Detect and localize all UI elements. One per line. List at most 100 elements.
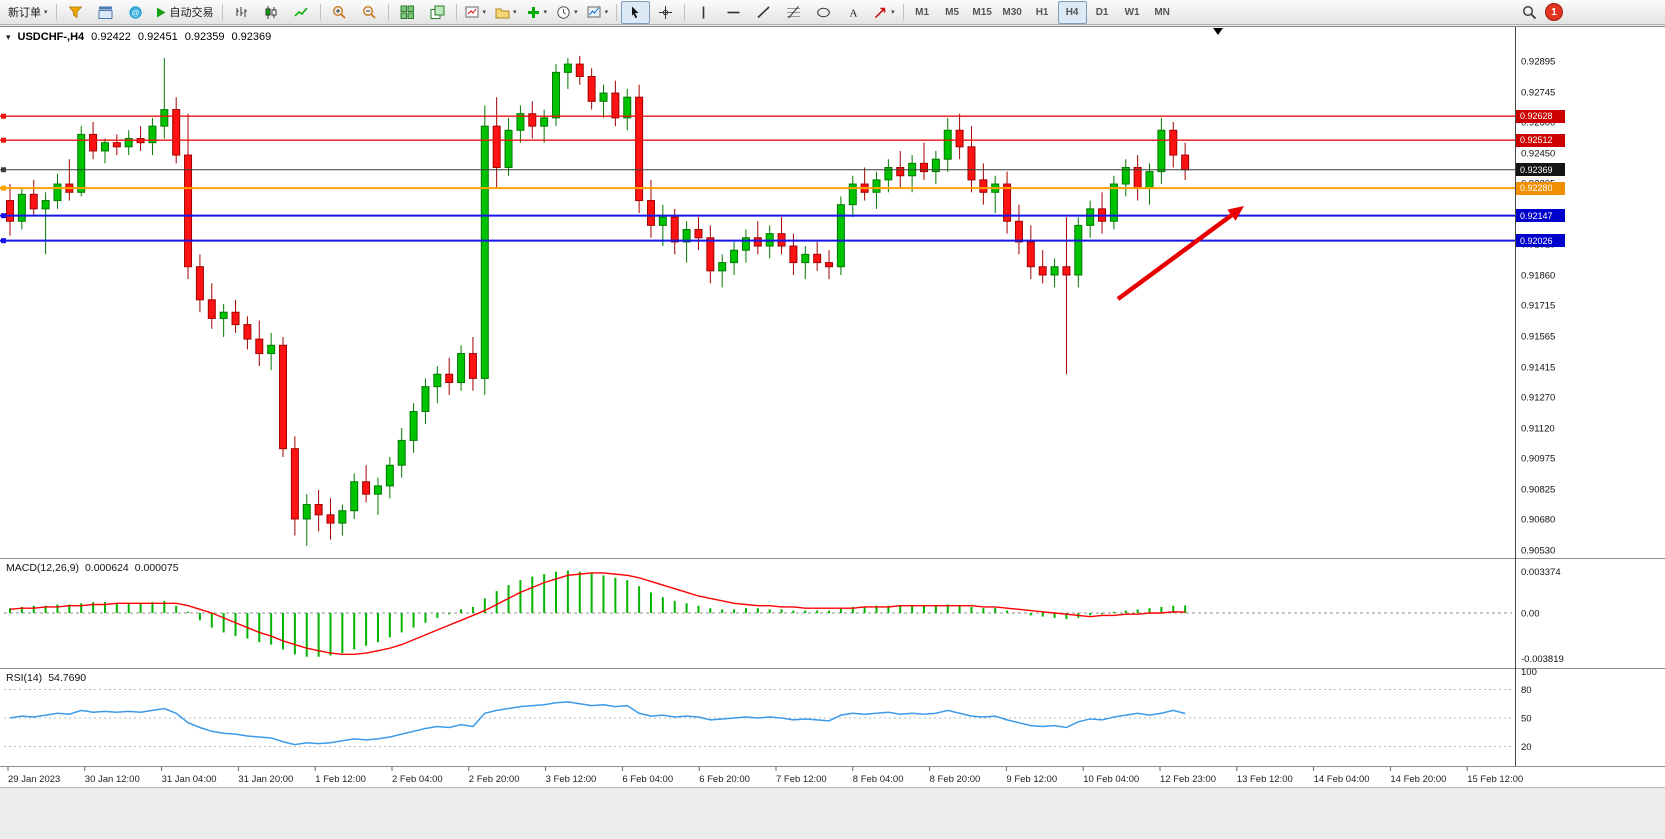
notification-badge[interactable]: 1 <box>1545 3 1563 21</box>
resistance-line-2-handle[interactable] <box>1 137 6 143</box>
search-icon[interactable] <box>1515 1 1544 24</box>
chevron-down-icon: ▾ <box>604 8 609 16</box>
chart-collapse-toggle[interactable]: ▾ <box>6 31 11 42</box>
zoom-out-icon[interactable] <box>355 1 384 24</box>
bar-chart-icon[interactable] <box>227 1 256 24</box>
candle <box>599 92 608 102</box>
time-axis-label: 3 Feb 12:00 <box>546 774 597 785</box>
chart-window[interactable]: 0.928950.927450.926000.924500.923050.921… <box>0 26 1665 788</box>
toolbar-separator <box>684 3 686 21</box>
market-watch-icon[interactable] <box>91 1 120 24</box>
line-chart-icon[interactable] <box>287 1 316 24</box>
shapes-icon[interactable] <box>809 1 838 24</box>
funnel-icon[interactable] <box>61 1 90 24</box>
price-axis-label: 0.92600 <box>1521 117 1555 128</box>
time-axis[interactable] <box>0 767 1515 788</box>
bid-price-line-handle[interactable] <box>1 167 6 173</box>
tf-M30-label: M30 <box>1002 6 1022 18</box>
chevron-down-icon: ▾ <box>482 8 487 16</box>
candle <box>753 237 762 247</box>
candle <box>77 133 86 193</box>
tf-MN[interactable]: MN <box>1148 1 1177 24</box>
candle <box>540 117 549 127</box>
main-toolbar: 新订单 ▾ @ 自动交易 ▾ ▾ ▾ ▾ ▾ A ▾ M1 M5 M15 M30 H1 H4 D1 W1 MN 1 <box>0 0 1665 25</box>
candle <box>825 262 834 268</box>
candle <box>658 216 667 226</box>
chart-shift-marker[interactable] <box>1213 28 1223 35</box>
tf-M15[interactable]: M15 <box>968 1 997 24</box>
candle <box>409 410 418 441</box>
templates-icon[interactable]: ▾ <box>583 1 613 24</box>
macd-signal-value: 0.000075 <box>134 562 179 574</box>
candle <box>646 200 655 226</box>
profiles-icon[interactable]: ▾ <box>491 1 521 24</box>
tf-M5[interactable]: M5 <box>938 1 967 24</box>
time-axis-label: 8 Feb 04:00 <box>853 774 904 785</box>
cursor-icon[interactable] <box>621 0 651 24</box>
cascade-windows-icon[interactable] <box>423 1 452 24</box>
arrows-icon[interactable]: ▾ <box>869 1 899 24</box>
candle <box>1038 266 1047 276</box>
toolbar-separator <box>902 3 904 21</box>
tf-D1[interactable]: D1 <box>1088 1 1117 24</box>
tf-M30[interactable]: M30 <box>998 1 1027 24</box>
candle <box>41 200 50 210</box>
price-axis-label: 0.92745 <box>1521 88 1555 99</box>
price-axis-label: 0.91565 <box>1521 331 1555 342</box>
candle <box>468 353 477 379</box>
chart-canvas[interactable]: 0.928950.927450.926000.924500.923050.921… <box>0 27 1665 788</box>
candle <box>279 344 288 450</box>
fibonacci-icon[interactable] <box>779 1 808 24</box>
candle <box>314 504 323 516</box>
community-icon[interactable]: @ <box>121 1 150 24</box>
macd-label: MACD(12,26,9) 0.000624 0.000075 <box>6 562 179 574</box>
support-line-1-handle[interactable] <box>1 213 6 219</box>
time-axis-label: 31 Jan 20:00 <box>238 774 293 785</box>
price-axis-label: 0.90825 <box>1521 485 1555 496</box>
crosshair-icon[interactable] <box>651 1 680 24</box>
time-axis-label: 12 Feb 23:00 <box>1160 774 1216 785</box>
candle <box>492 125 501 168</box>
trendline-icon[interactable] <box>749 1 778 24</box>
zoom-in-icon[interactable] <box>325 1 354 24</box>
text-icon[interactable]: A <box>839 1 868 24</box>
periods-icon[interactable]: ▾ <box>552 1 582 24</box>
autotrade-button[interactable]: 自动交易 <box>151 1 218 24</box>
candle <box>53 183 62 202</box>
candle <box>148 125 157 144</box>
trend-arrow[interactable] <box>1116 207 1241 301</box>
resistance-line-2-tag: 0.92512 <box>1516 133 1565 147</box>
macd-signal-line <box>9 572 1186 656</box>
chevron-down-icon: ▾ <box>44 8 48 16</box>
chevron-down-icon: ▾ <box>574 8 578 16</box>
trend-arrow-head[interactable] <box>1227 206 1244 221</box>
tile-windows-icon[interactable] <box>393 1 422 24</box>
horizontal-line-icon[interactable] <box>719 1 748 24</box>
price-axis-label: 0.92450 <box>1521 149 1555 160</box>
candlestick-icon[interactable] <box>257 1 286 24</box>
macd-name: MACD(12,26,9) <box>6 562 79 574</box>
candle <box>836 204 845 268</box>
indicators-icon[interactable]: ▾ <box>522 1 552 24</box>
candle <box>1026 241 1035 268</box>
new-order-button[interactable]: 新订单 ▾ <box>4 1 52 24</box>
time-axis-label: 30 Jan 12:00 <box>85 774 140 785</box>
candle <box>445 373 454 384</box>
resistance-line-1-handle[interactable] <box>1 113 6 119</box>
vertical-line-icon[interactable] <box>689 1 718 24</box>
tf-H1[interactable]: H1 <box>1028 1 1057 24</box>
tf-W1[interactable]: W1 <box>1118 1 1147 24</box>
time-axis-label: 31 Jan 04:00 <box>162 774 217 785</box>
pivot-line-handle[interactable] <box>1 185 6 191</box>
support-line-2-handle[interactable] <box>1 238 6 244</box>
toolbar-separator <box>616 3 618 21</box>
candle <box>552 71 561 119</box>
tf-H4[interactable]: H4 <box>1057 0 1087 24</box>
new-chart-icon[interactable]: ▾ <box>461 1 491 24</box>
time-axis-label: 8 Feb 20:00 <box>930 774 981 785</box>
candle <box>611 92 620 119</box>
tf-M1[interactable]: M1 <box>908 1 937 24</box>
candle <box>6 200 14 222</box>
candle <box>433 373 442 388</box>
tf-H4-label: H4 <box>1065 6 1079 18</box>
